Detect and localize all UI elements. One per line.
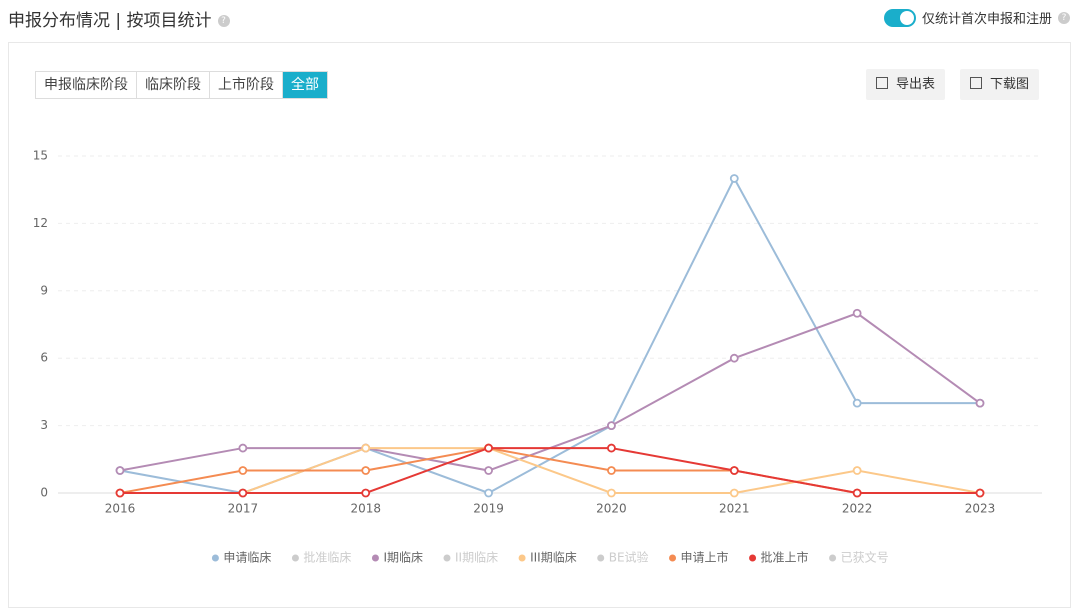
data-point xyxy=(115,488,125,498)
tab[interactable]: 上市阶段 xyxy=(210,72,283,98)
x-tick-label: 2019 xyxy=(473,502,504,516)
data-point xyxy=(484,488,493,498)
data-point xyxy=(607,421,616,431)
tabs: 申报临床阶段 临床阶段 上市阶段 全部 xyxy=(35,71,328,99)
data-point xyxy=(729,466,739,475)
title-text: 申报分布情况 | 按项目统计 xyxy=(8,11,212,31)
data-point xyxy=(607,488,616,498)
legend-marker xyxy=(829,554,837,562)
x-tick-label: 2017 xyxy=(228,502,259,516)
data-point xyxy=(361,488,371,498)
data-point xyxy=(729,353,739,363)
legend: 申请临床 批准临床 I期临床 II期临床 III期临床 BE试验 申请上市 批准上市 已获文号 xyxy=(211,550,889,565)
x-tick-label: 2023 xyxy=(965,502,996,516)
legend-marker xyxy=(597,554,605,562)
data-point xyxy=(729,174,739,183)
help-icon[interactable]: ? xyxy=(217,15,230,27)
y-tick-label: 0 xyxy=(40,486,48,500)
data-point xyxy=(115,466,125,475)
legend-label: III期临床 xyxy=(530,551,577,565)
legend-label: 已获文号 xyxy=(841,550,889,565)
data-point xyxy=(238,466,248,475)
data-point xyxy=(852,308,862,318)
y-tick-label: 3 xyxy=(40,418,48,432)
y-tick-label: 12 xyxy=(33,216,48,230)
y-tick-label: 6 xyxy=(40,351,48,365)
legend-label: II期临床 xyxy=(455,551,498,565)
data-point xyxy=(238,488,248,498)
y-tick-label: 15 xyxy=(33,149,48,163)
legend-label: 批准上市 xyxy=(761,550,809,565)
toggle-group: 仅统计首次申报和注册? xyxy=(883,8,1070,27)
tab[interactable]: 全部 xyxy=(283,72,327,98)
data-point xyxy=(729,488,739,498)
x-tick-label: 2021 xyxy=(719,502,750,516)
legend-label: BE试验 xyxy=(609,550,649,565)
x-tick-label: 2016 xyxy=(105,502,136,516)
series-line xyxy=(119,176,980,495)
legend-label: 申请临床 xyxy=(223,551,271,565)
legend-marker xyxy=(291,554,299,562)
toggle-label: 仅统计首次申报和注册 xyxy=(921,12,1052,27)
help-icon[interactable]: ? xyxy=(1058,11,1070,24)
data-point xyxy=(852,398,862,408)
legend-marker xyxy=(443,554,451,562)
tab[interactable]: 临床阶段 xyxy=(137,72,210,98)
panel xyxy=(8,42,1071,608)
button-label: 导出表 xyxy=(896,77,936,92)
data-point xyxy=(975,488,985,498)
title: 申报分布情况 | 按项目统计? xyxy=(8,6,230,31)
tab[interactable]: 申报临床阶段 xyxy=(36,72,137,98)
legend-label: 申请上市 xyxy=(681,550,729,565)
x-tick-label: 2018 xyxy=(350,502,381,516)
x-tick-label: 2022 xyxy=(842,502,873,516)
data-point xyxy=(361,443,371,453)
data-point xyxy=(852,488,862,498)
data-point xyxy=(238,443,248,453)
series-line xyxy=(120,447,980,494)
x-tick-label: 2020 xyxy=(596,502,627,516)
data-point xyxy=(607,466,616,475)
data-point xyxy=(484,443,493,453)
y-tick-label: 9 xyxy=(40,283,48,297)
legend-label: 批准临床 xyxy=(303,550,351,565)
legend-marker xyxy=(518,554,526,562)
export-button[interactable]: 导出表 xyxy=(866,69,946,100)
data-point xyxy=(607,443,616,453)
download-button[interactable]: 下载图 xyxy=(960,69,1040,100)
data-point xyxy=(484,466,493,475)
data-point xyxy=(361,466,371,475)
data-point xyxy=(852,466,862,475)
legend-marker xyxy=(211,554,219,562)
toggle[interactable] xyxy=(883,8,916,27)
data-point xyxy=(975,398,985,408)
legend-marker xyxy=(371,554,379,562)
legend-label: I期临床 xyxy=(383,551,423,565)
series-line xyxy=(120,447,981,494)
legend-marker xyxy=(669,554,677,562)
button-label: 下载图 xyxy=(990,77,1030,92)
legend-marker xyxy=(749,554,757,562)
